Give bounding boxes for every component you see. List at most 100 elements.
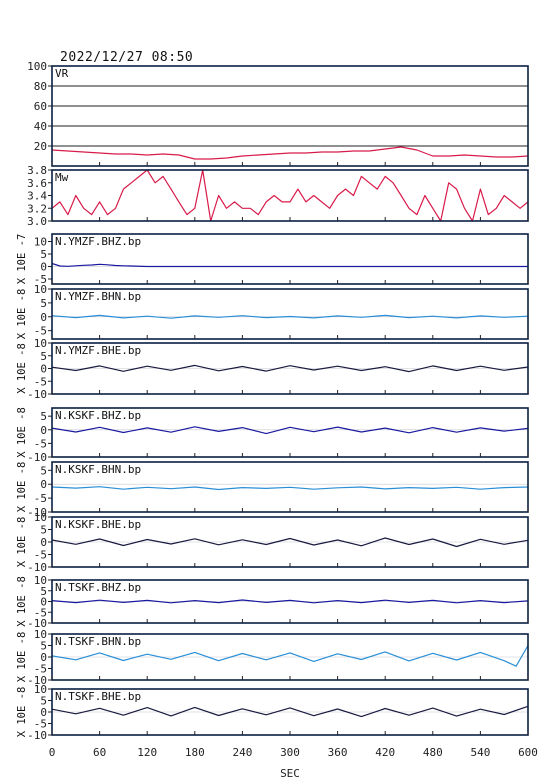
y-tick-label: 5 bbox=[40, 585, 47, 598]
series-line-N.TSKF.BHZ.bp bbox=[51, 599, 529, 604]
panel-label: VR bbox=[55, 67, 69, 80]
y-tick-label: -10 bbox=[27, 561, 47, 574]
y-tick-label: -5 bbox=[34, 375, 47, 388]
series-line-VR bbox=[51, 146, 529, 160]
panel-label: N.TSKF.BHN.bp bbox=[55, 635, 141, 648]
x-tick-label: 600 bbox=[518, 746, 538, 759]
y-tick-label: 5 bbox=[40, 464, 47, 477]
y-tick-label: -10 bbox=[27, 617, 47, 630]
datetime-header: 2022/12/27 08:50 bbox=[60, 50, 193, 65]
y-tick-label: 5 bbox=[40, 524, 47, 537]
y-tick-label: 3.4 bbox=[27, 190, 47, 203]
panel-frame bbox=[51, 169, 529, 222]
y-tick-label: 0 bbox=[40, 311, 47, 324]
y-tick-label: -10 bbox=[27, 674, 47, 687]
y-tick-label: 0 bbox=[40, 261, 47, 274]
panel-label: N.YMZF.BHE.bp bbox=[55, 344, 141, 357]
panel-label: N.KSKF.BHE.bp bbox=[55, 518, 141, 531]
y-tick-label: 3.0 bbox=[27, 215, 47, 228]
y-tick-label: 0 bbox=[40, 363, 47, 376]
x-tick-label: 60 bbox=[93, 746, 106, 759]
y-tick-label: 0 bbox=[40, 424, 47, 437]
y-tick-label: 5 bbox=[40, 350, 47, 363]
panel-1: 3.03.23.43.63.8 Mw bbox=[27, 164, 529, 228]
y-tick-label: -10 bbox=[27, 506, 47, 519]
y-unit-label: X 10E -8 bbox=[16, 289, 28, 340]
y-tick-label: 3.2 bbox=[27, 202, 47, 215]
y-tick-label: 0 bbox=[40, 596, 47, 609]
y-tick-label: -5 bbox=[34, 325, 47, 338]
series-line-N.KSKF.BHZ.bp bbox=[51, 426, 529, 435]
y-tick-label: 0 bbox=[40, 478, 47, 491]
y-tick-label: 5 bbox=[40, 248, 47, 261]
panel-5: -10-505 N.KSKF.BHZ.bp X 10E -8 bbox=[16, 407, 529, 464]
panel-label: N.YMZF.BHZ.bp bbox=[55, 235, 141, 248]
y-unit-label: X 10E -8 bbox=[16, 517, 28, 568]
panel-label: N.YMZF.BHN.bp bbox=[55, 290, 141, 303]
series-line-N.YMZF.BHZ.bp bbox=[51, 262, 528, 268]
panel-label: Mw bbox=[55, 171, 69, 184]
y-tick-label: 10 bbox=[34, 628, 47, 641]
y-unit-label: X 10E -8 bbox=[16, 687, 28, 738]
y-tick-label: 20 bbox=[34, 140, 47, 153]
x-tick-label: 180 bbox=[185, 746, 205, 759]
y-unit-label: X 10E -8 bbox=[16, 407, 28, 458]
y-unit-label: X 10E -8 bbox=[16, 462, 28, 513]
series-line-N.KSKF.BHE.bp bbox=[51, 537, 529, 548]
y-tick-label: -10 bbox=[27, 451, 47, 464]
y-tick-label: -5 bbox=[34, 492, 47, 505]
y-tick-label: 5 bbox=[40, 640, 47, 653]
y-tick-label: -5 bbox=[34, 606, 47, 619]
series-line-N.YMZF.BHN.bp bbox=[51, 314, 529, 319]
x-tick-label: 360 bbox=[328, 746, 348, 759]
panel-label: N.KSKF.BHN.bp bbox=[55, 463, 141, 476]
x-axis-label: SEC bbox=[280, 767, 300, 780]
y-tick-label: -5 bbox=[34, 549, 47, 562]
x-axis: 0 60 120 180 240 300 360 420 480 540 600 SEC bbox=[49, 746, 538, 780]
panel-label: N.TSKF.BHZ.bp bbox=[55, 581, 141, 594]
series-line-N.YMZF.BHE.bp bbox=[51, 364, 529, 373]
y-tick-label: 3.6 bbox=[27, 177, 47, 190]
y-tick-label: 10 bbox=[34, 236, 47, 249]
series-line-N.TSKF.BHN.bp bbox=[51, 645, 529, 667]
y-tick-label: -10 bbox=[27, 729, 47, 742]
y-tick-label: -10 bbox=[27, 388, 47, 401]
y-tick-label: -5 bbox=[34, 718, 47, 731]
series-line-N.TSKF.BHE.bp bbox=[51, 705, 529, 718]
y-unit-label: X 10E -8 bbox=[16, 343, 28, 394]
y-tick-label: 5 bbox=[40, 297, 47, 310]
y-tick-label: -5 bbox=[34, 273, 47, 286]
y-tick-label: 10 bbox=[34, 337, 47, 350]
y-tick-label: 5 bbox=[40, 410, 47, 423]
x-tick-label: 540 bbox=[470, 746, 490, 759]
panel-label: N.TSKF.BHE.bp bbox=[55, 690, 141, 703]
y-tick-label: 5 bbox=[40, 695, 47, 708]
x-tick-label: 120 bbox=[137, 746, 157, 759]
y-tick-label: -5 bbox=[34, 437, 47, 450]
series-line-Mw bbox=[51, 169, 529, 222]
x-tick-label: 240 bbox=[232, 746, 252, 759]
y-tick-label: 3.8 bbox=[27, 164, 47, 177]
y-tick-label: 0 bbox=[40, 651, 47, 664]
x-tick-label: 300 bbox=[280, 746, 300, 759]
y-unit-label: X 10E -8 bbox=[16, 576, 28, 627]
x-tick-label: 480 bbox=[423, 746, 443, 759]
y-tick-label: 0 bbox=[40, 706, 47, 719]
y-unit-label: X 10E -8 bbox=[16, 632, 28, 683]
series-line-N.KSKF.BHN.bp bbox=[51, 486, 529, 491]
y-tick-label: 10 bbox=[34, 574, 47, 587]
x-tick-label: 0 bbox=[49, 746, 56, 759]
y-tick-label: 40 bbox=[34, 120, 47, 133]
panel-label: N.KSKF.BHZ.bp bbox=[55, 409, 141, 422]
y-unit-label: X 10E -7 bbox=[16, 234, 28, 285]
y-tick-label: 10 bbox=[34, 283, 47, 296]
y-tick-label: 60 bbox=[34, 100, 47, 113]
